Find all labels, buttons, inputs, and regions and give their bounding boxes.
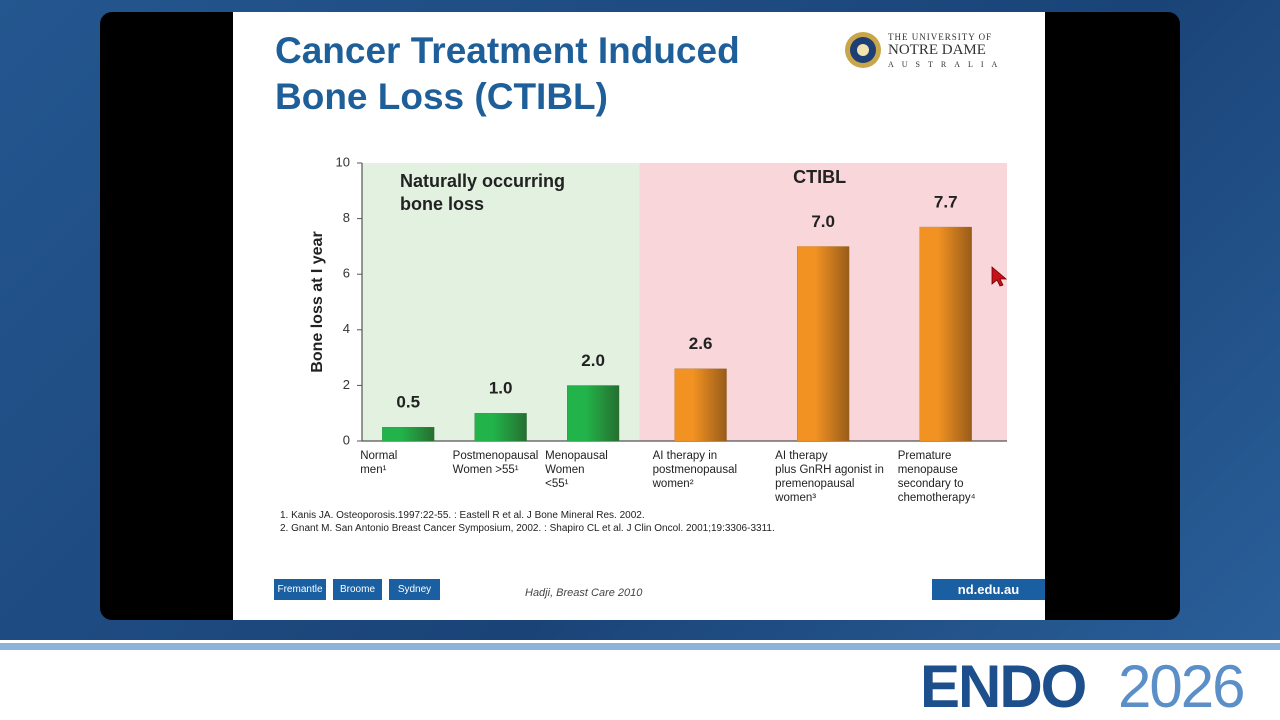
url: nd.edu.au [932,579,1045,600]
conference-year: 2026 [1118,653,1245,720]
x-tick-label: Menopausal Women <55¹ [545,450,608,490]
footnote: 2. Gnant M. San Antonio Breast Cancer Sy… [280,523,775,534]
bar [567,385,620,441]
campus-button: Sydney [389,579,440,600]
y-axis-title: Bone loss at I year [309,231,326,372]
y-tick-label: 6 [343,266,350,281]
logo-line: AUSTRALIA [888,60,1006,69]
y-tick-label: 8 [343,210,350,225]
y-tick-label: 0 [343,432,350,447]
bar [674,368,727,441]
logo-line: NOTRE DAME [888,42,986,58]
y-tick-label: 2 [343,377,350,392]
logo-line: THE UNIVERSITY OF [888,32,993,42]
logo-crest [845,32,881,68]
bar [797,246,850,441]
campus-button: Broome [333,579,382,600]
stripe [0,643,1280,650]
cursor [991,266,1008,287]
slide-title: Cancer Treatment Induced Bone Loss (CTIB… [275,30,740,117]
value-label: 0.5 [396,393,420,412]
bar [382,427,435,441]
footnote: 1. Kanis JA. Osteoporosis.1997:22-55. : … [280,510,645,521]
source: Hadji, Breast Care 2010 [525,587,643,599]
bar [474,413,527,441]
x-tick-label: Postmenopausal Women >55¹ [452,450,539,476]
x-tick-label: AI therapy plus GnRH agonist in premenop… [775,450,884,504]
region-label: CTIBL [793,167,847,187]
region-label: Naturally occurring bone loss [400,171,566,214]
conference-name: ENDO [920,653,1087,720]
bar [919,226,972,441]
x-tick-label: Premature menopause secondary to chemoth… [897,450,976,504]
value-label: 2.0 [581,351,605,370]
campus-button: Fremantle [274,579,326,600]
y-tick-label: 10 [336,154,350,169]
value-label: 2.6 [689,334,713,353]
y-tick-label: 4 [343,321,350,336]
x-tick-label: AI therapy in postmenopausal women² [652,450,738,490]
value-label: 7.7 [934,192,958,211]
value-label: 7.0 [811,212,835,231]
x-tick-label: Normal men¹ [360,450,398,476]
value-label: 1.0 [489,379,513,398]
